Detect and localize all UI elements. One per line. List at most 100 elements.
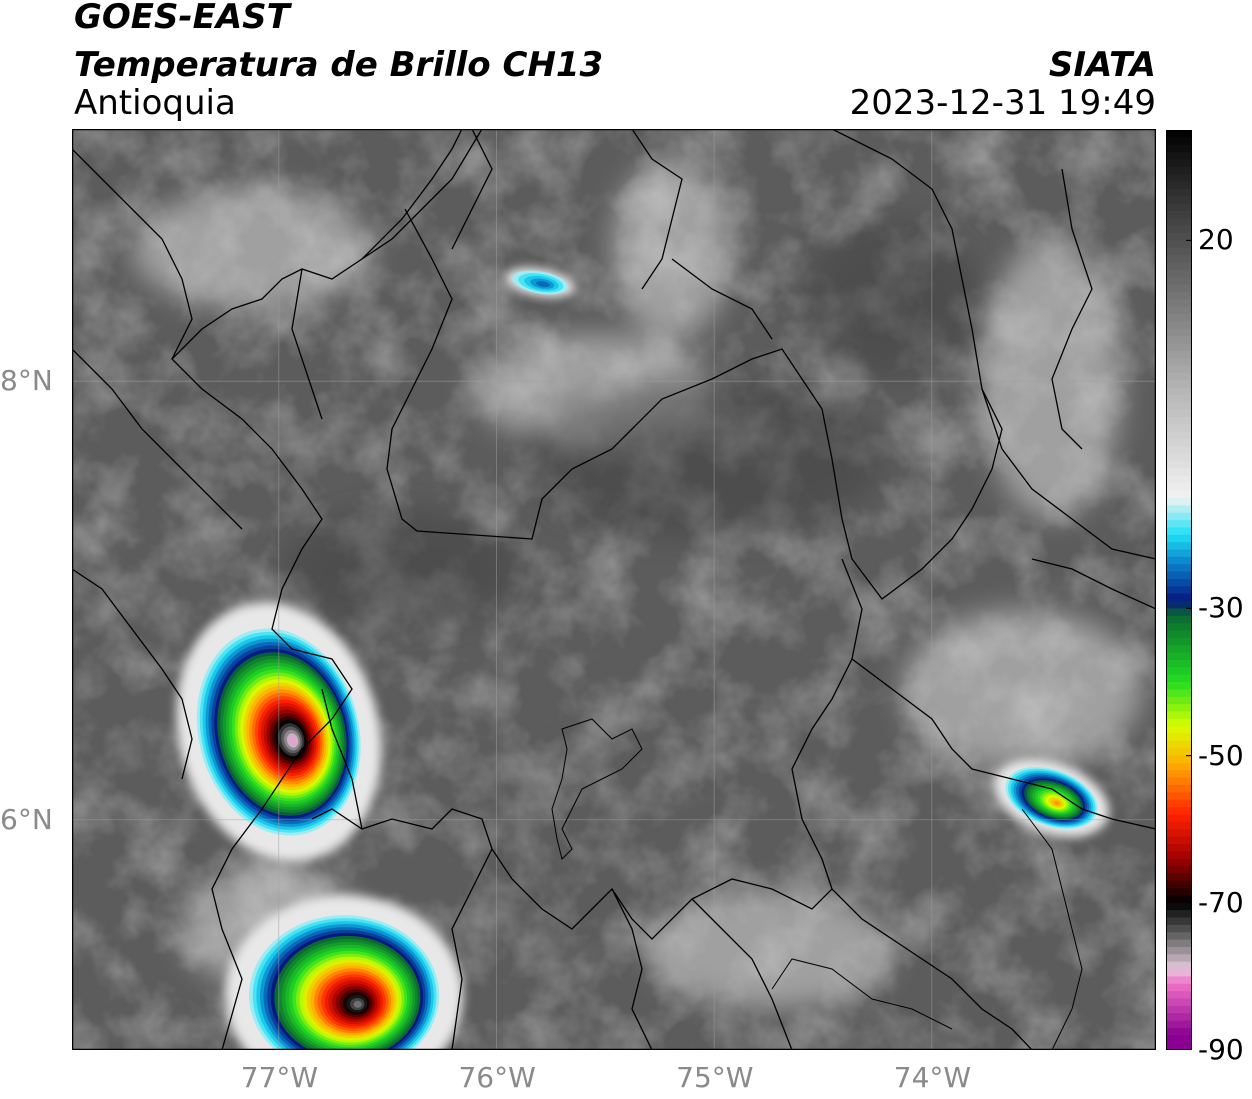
longitude-tick-label: 77°W bbox=[240, 1061, 319, 1094]
colorbar-band bbox=[1166, 152, 1192, 161]
colorbar-band bbox=[1166, 932, 1192, 941]
colorbar-band bbox=[1166, 343, 1192, 352]
colorbar-band bbox=[1166, 159, 1192, 168]
colorbar-band bbox=[1166, 770, 1192, 779]
colorbar-band bbox=[1166, 667, 1192, 676]
colorbar-band bbox=[1166, 431, 1192, 440]
colorbar-band bbox=[1166, 218, 1192, 227]
colorbar-band bbox=[1166, 836, 1192, 845]
colorbar-band bbox=[1166, 615, 1192, 624]
colorbar-band bbox=[1166, 740, 1192, 749]
cell-contour bbox=[289, 736, 297, 745]
longitude-tick-label: 76°W bbox=[458, 1061, 536, 1094]
colorbar-band bbox=[1166, 785, 1192, 793]
colorbar-tick-label: -30 bbox=[1198, 591, 1244, 625]
colorbar-band bbox=[1166, 799, 1192, 808]
colorbar-band bbox=[1166, 564, 1192, 573]
colorbar-band bbox=[1166, 939, 1192, 948]
boundaries bbox=[72, 129, 1156, 1050]
colorbar-band bbox=[1166, 858, 1192, 867]
colorbar-band bbox=[1166, 490, 1192, 499]
colorbar-band bbox=[1166, 137, 1192, 146]
colorbar-band bbox=[1166, 240, 1192, 249]
colorbar-band bbox=[1166, 321, 1192, 330]
colorbar-band bbox=[1166, 336, 1192, 345]
colorbar-tick-label: -70 bbox=[1198, 885, 1244, 919]
colorbar-band bbox=[1166, 1005, 1192, 1014]
colorbar-band bbox=[1166, 350, 1192, 359]
colorbar-ticks bbox=[1186, 239, 1192, 1050]
gridlines bbox=[72, 129, 1156, 1050]
coastline bbox=[72, 148, 353, 1050]
colorbar-band bbox=[1166, 166, 1192, 175]
colorbar-band bbox=[1166, 505, 1192, 514]
colorbar-band bbox=[1166, 188, 1192, 197]
colorbar-band bbox=[1166, 976, 1192, 985]
colorbar-band bbox=[1166, 262, 1192, 271]
eastern-cell bbox=[993, 759, 1110, 837]
colorbar-band bbox=[1166, 409, 1192, 418]
colorbar-band bbox=[1166, 998, 1192, 1007]
colorbar-band bbox=[1166, 917, 1192, 926]
colorbar-band bbox=[1166, 601, 1192, 609]
colorbar-band bbox=[1166, 873, 1192, 882]
colorbar-band bbox=[1166, 814, 1192, 823]
colorbar-band bbox=[1166, 777, 1192, 786]
colorbar-band bbox=[1166, 306, 1192, 315]
colorbar-band bbox=[1166, 755, 1192, 764]
colorbar-band bbox=[1166, 593, 1192, 602]
colorbar-band bbox=[1166, 461, 1192, 470]
colorbar-band bbox=[1166, 468, 1192, 477]
region-label: Antioquia bbox=[74, 83, 236, 123]
colorbar-band bbox=[1166, 880, 1192, 889]
colorbar-band bbox=[1166, 210, 1192, 219]
colorbar-band bbox=[1166, 556, 1192, 565]
colorbar-band bbox=[1166, 983, 1192, 992]
satellite-title: GOES-EAST bbox=[74, 0, 290, 37]
colorbar-band bbox=[1166, 387, 1192, 396]
colorbar-band bbox=[1166, 534, 1192, 543]
colorbar-band bbox=[1166, 181, 1192, 190]
colorbar-band bbox=[1166, 630, 1192, 639]
colorbar-band bbox=[1166, 358, 1192, 367]
colorbar-band bbox=[1166, 439, 1192, 448]
colorbar-band bbox=[1166, 446, 1192, 455]
northern-cold-patch bbox=[505, 267, 575, 298]
org-label: SIATA bbox=[1048, 45, 1156, 85]
colorbar-band bbox=[1166, 225, 1192, 234]
latitude-tick-label: 8°N bbox=[0, 364, 53, 398]
colorbar-band bbox=[1166, 578, 1192, 587]
longitude-tick-label: 74°W bbox=[893, 1061, 972, 1094]
colorbar-band bbox=[1166, 711, 1192, 720]
colorbar-band bbox=[1166, 284, 1192, 293]
colorbar-band bbox=[1166, 380, 1192, 389]
colorbar-band bbox=[1166, 726, 1192, 735]
colorbar-band bbox=[1166, 527, 1192, 536]
colorbar-band bbox=[1166, 498, 1192, 506]
colorbar-band bbox=[1166, 718, 1192, 727]
colorbar-band bbox=[1166, 895, 1192, 904]
colorbar-band bbox=[1166, 748, 1192, 757]
colorbar-band bbox=[1166, 586, 1192, 595]
colorbar-tick-label: 20 bbox=[1198, 223, 1234, 257]
colorbar-band bbox=[1166, 637, 1192, 646]
antioquia-border bbox=[311, 129, 1003, 940]
colorbar-tick-label: -90 bbox=[1198, 1033, 1244, 1066]
colorbar-band bbox=[1166, 608, 1192, 617]
colorbar-band bbox=[1166, 144, 1192, 153]
colorbar-band bbox=[1166, 946, 1192, 955]
colorbar-band bbox=[1166, 807, 1192, 816]
colorbar-band bbox=[1166, 299, 1192, 308]
colorbar-band bbox=[1166, 291, 1192, 300]
colorbar-band bbox=[1166, 475, 1192, 484]
colorbar-band bbox=[1166, 821, 1192, 830]
colorbar-band bbox=[1166, 682, 1192, 690]
colorbar-band bbox=[1166, 954, 1192, 963]
colorbar-bands bbox=[1166, 130, 1192, 1050]
longitude-tick-label: 75°W bbox=[676, 1061, 754, 1094]
dark-cloud-free-areas bbox=[282, 219, 982, 629]
colorbar-band bbox=[1166, 277, 1192, 286]
colorbar-band bbox=[1166, 424, 1192, 433]
colorbar-band bbox=[1166, 696, 1192, 705]
colorbar-band bbox=[1166, 203, 1192, 212]
